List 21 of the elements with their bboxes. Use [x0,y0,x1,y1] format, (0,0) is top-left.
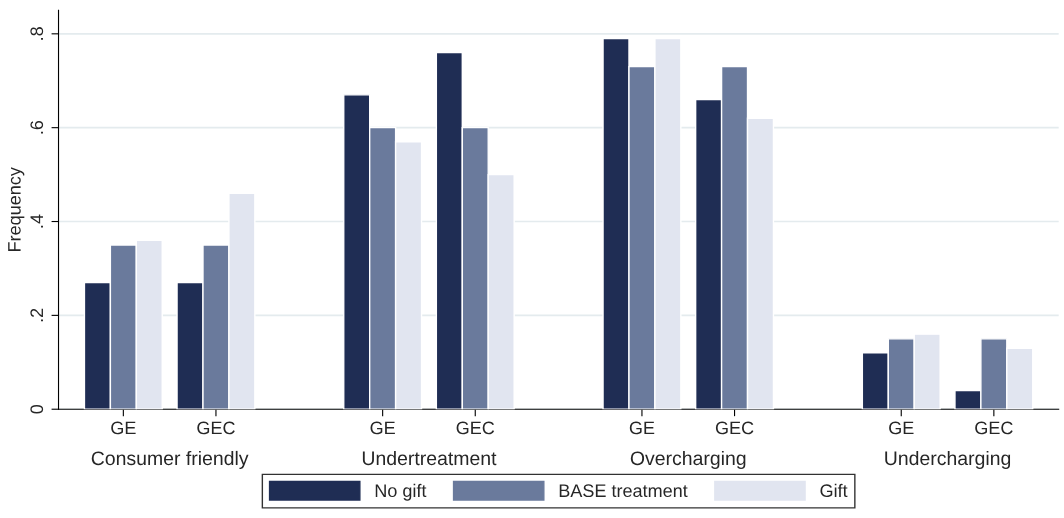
y-tick-label: .6 [30,120,44,134]
x-tick-label: GE [889,421,914,435]
text: Consumer friendly [91,450,249,470]
y-tick-label: .2 [30,308,43,322]
text: Overcharging [630,450,746,470]
x-tick-label: GE [629,421,655,435]
y-tick-label: .8 [30,27,44,40]
legend-label: Gift [820,483,848,498]
text: Undertreatment [362,450,497,466]
x-tick-label: GEC [197,421,235,435]
y-tick-label: .4 [30,214,43,228]
x-tick-label: GEC [715,421,754,435]
legend-label: BASE treatment [559,484,688,498]
x-tick-label: GEC [456,421,495,435]
legend-label: No gift [375,483,427,501]
x-tick-label: GE [111,421,136,435]
x-tick-label: GE [370,421,395,435]
text: Undercharging [885,450,1011,470]
y-axis-title: Frequency [8,167,25,251]
x-tick-label: GEC [975,421,1013,435]
y-tick-label: 0 [30,404,44,414]
